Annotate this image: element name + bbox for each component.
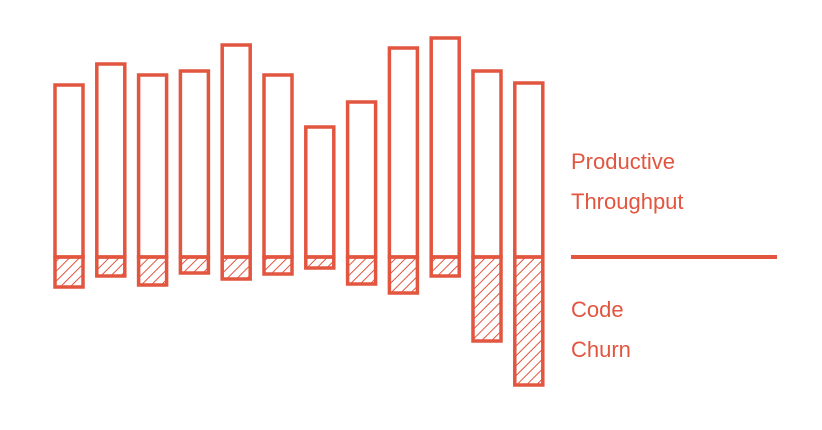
churn-bar	[136, 255, 169, 287]
churn-bar	[95, 255, 127, 278]
throughput-bar	[178, 69, 211, 259]
throughput-bar	[262, 73, 294, 259]
throughput-bar	[471, 69, 503, 259]
throughput-bar	[95, 62, 127, 259]
throughput-bar	[345, 100, 378, 259]
churn-bar	[220, 255, 252, 281]
throughput-bar	[136, 73, 169, 259]
churn-bar	[345, 255, 378, 286]
throughput-bar	[304, 125, 336, 259]
churn-bar	[429, 255, 461, 278]
throughput-bar	[220, 43, 252, 259]
churn-bar	[304, 255, 336, 270]
churn-bar	[471, 255, 503, 343]
throughput-bar	[513, 81, 545, 259]
churn-bar	[387, 255, 420, 295]
throughput-bar	[387, 46, 420, 259]
churn-bar	[53, 255, 85, 289]
legend-entry: Productive Throughput	[571, 149, 684, 214]
churn-bar	[262, 255, 294, 276]
throughput-bar	[429, 36, 461, 259]
churn-bar	[178, 255, 211, 275]
throughput-bar	[53, 83, 85, 259]
churn-bar	[513, 255, 545, 387]
legend-entry: Code Churn	[571, 297, 631, 362]
